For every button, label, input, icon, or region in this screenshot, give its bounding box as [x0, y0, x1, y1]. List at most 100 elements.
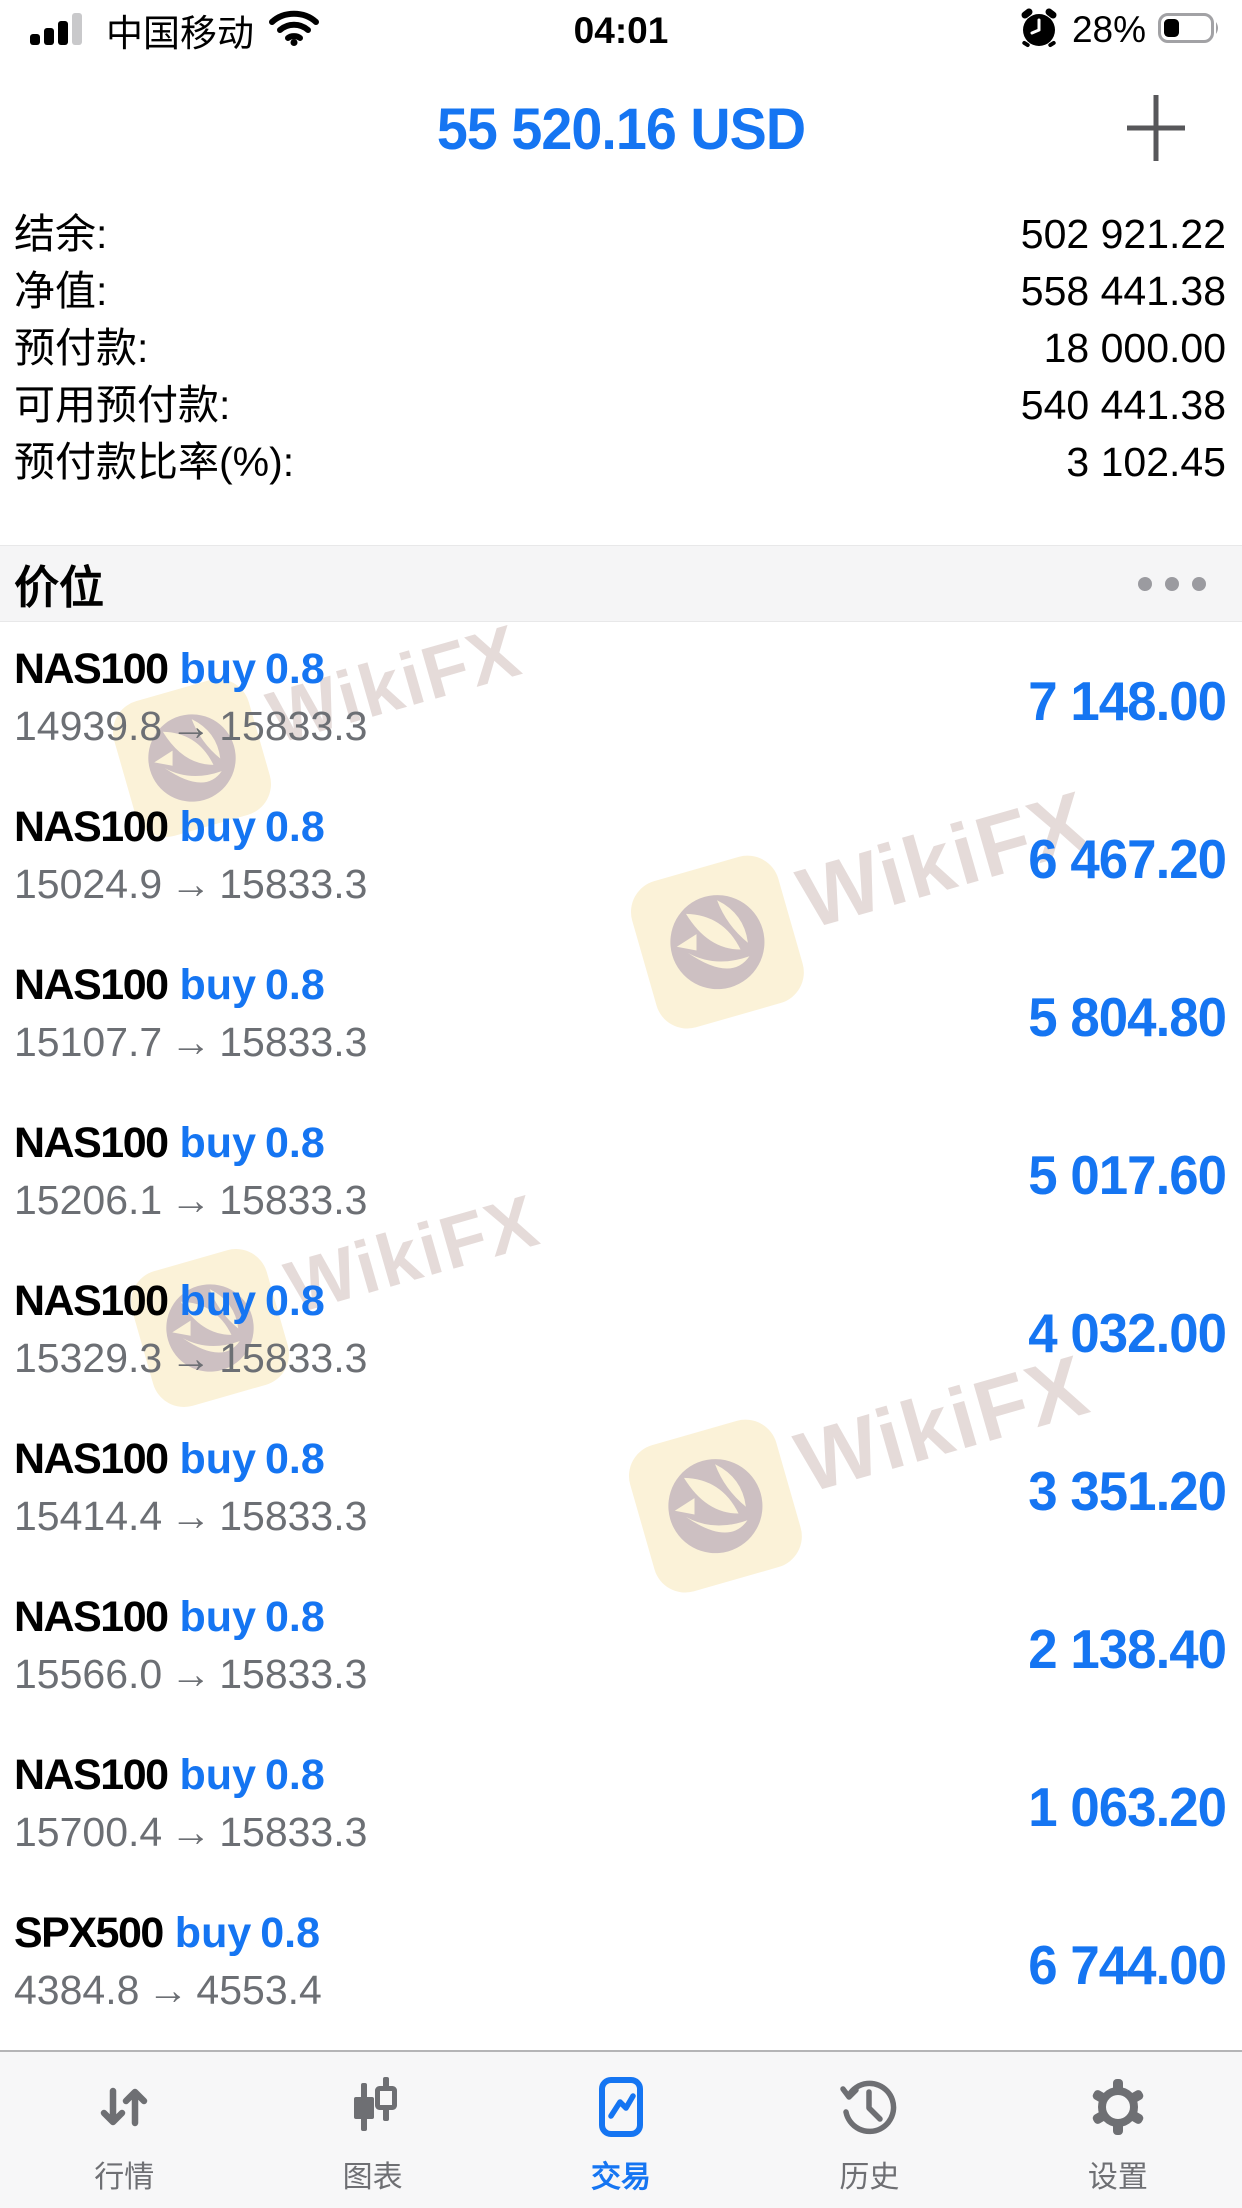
tab-label: 设置	[1087, 2161, 1148, 2194]
position-side: buy	[179, 1435, 256, 1483]
tab-label: 图表	[342, 2161, 403, 2194]
position-row[interactable]: NAS100 buy 0.8 15700.4 → 15833.3 1 063.20	[0, 1728, 1242, 1886]
position-symbol: NAS100	[14, 1751, 169, 1799]
ellipsis-icon	[1138, 576, 1152, 591]
open-price: 15329.3	[14, 1335, 163, 1381]
positions-menu-button[interactable]	[1138, 563, 1206, 605]
current-price: 15833.3	[219, 1493, 368, 1539]
right-arrow-glyph: →	[170, 703, 212, 749]
trade-chart-icon	[589, 2074, 653, 2140]
tab-trade[interactable]: 交易	[497, 2052, 745, 2208]
current-price: 4553.4	[196, 1967, 322, 2013]
open-price: 15107.7	[14, 1019, 163, 1065]
summary-label: 净值:	[14, 268, 108, 314]
summary-label: 预付款:	[14, 325, 149, 371]
position-volume: 0.8	[264, 645, 325, 693]
position-row[interactable]: NAS100 buy 0.8 15107.7 → 15833.3 5 804.80	[0, 938, 1242, 1096]
summary-label: 可用预付款:	[14, 382, 231, 428]
position-symbol: NAS100	[14, 1119, 169, 1167]
position-profit: 5 804.80	[1028, 986, 1227, 1048]
battery-percent-label: 28%	[1071, 9, 1146, 50]
status-bar: 中国移动 04:01 28%	[0, 0, 1242, 60]
position-row[interactable]: NAS100 buy 0.8 14939.8 → 15833.3 7 148.00	[0, 622, 1242, 780]
summary-value: 558 441.38	[1020, 268, 1226, 314]
position-symbol: SPX500	[14, 1909, 164, 1957]
position-volume: 0.8	[264, 803, 325, 851]
clock-time: 04:01	[573, 10, 669, 51]
open-price: 4384.8	[14, 1967, 140, 2013]
summary-value: 18 000.00	[1043, 325, 1226, 371]
ellipsis-icon	[1165, 576, 1179, 591]
position-side: buy	[174, 1909, 252, 1957]
position-side: buy	[179, 1277, 256, 1325]
current-price: 15833.3	[219, 1335, 368, 1381]
positions-section-bar: 价位	[0, 545, 1242, 622]
summary-row-balance: 结余: 502 921.22	[14, 206, 1226, 263]
tab-quotes[interactable]: 行情	[0, 2052, 248, 2208]
candlestick-chart-icon	[341, 2074, 405, 2140]
right-arrow-glyph: →	[170, 1651, 212, 1697]
position-profit: 6 467.20	[1028, 828, 1227, 890]
summary-value: 540 441.38	[1020, 382, 1226, 428]
position-volume: 0.8	[264, 1593, 325, 1641]
position-profit: 6 744.00	[1028, 1934, 1227, 1996]
right-arrow-glyph: →	[170, 1019, 212, 1065]
position-symbol: NAS100	[14, 1593, 169, 1641]
position-symbol: NAS100	[14, 961, 169, 1009]
position-volume: 0.8	[264, 1119, 325, 1167]
open-price: 15700.4	[14, 1809, 163, 1855]
open-price: 15206.1	[14, 1177, 163, 1223]
account-balance-title: 55 520.16 USD	[436, 97, 806, 162]
tab-history[interactable]: 历史	[745, 2052, 993, 2208]
position-side: buy	[179, 961, 256, 1009]
summary-value: 502 921.22	[1020, 211, 1226, 257]
position-row[interactable]: NAS100 buy 0.8 15566.0 → 15833.3 2 138.40	[0, 1570, 1242, 1728]
tab-label: 交易	[591, 2161, 652, 2194]
right-arrow-glyph: →	[170, 1177, 212, 1223]
position-row[interactable]: NAS100 buy 0.8 15329.3 → 15833.3 4 032.00	[0, 1254, 1242, 1412]
position-volume: 0.8	[260, 1909, 321, 1957]
account-summary: 结余: 502 921.22 净值: 558 441.38 预付款: 18 00…	[14, 206, 1226, 491]
ellipsis-icon	[1192, 576, 1206, 591]
position-side: buy	[179, 803, 256, 851]
position-profit: 7 148.00	[1028, 670, 1227, 732]
summary-value: 3 102.45	[1066, 439, 1226, 485]
position-row[interactable]: SPX500 buy 0.8 4384.8 → 4553.4 6 744.00	[0, 1886, 1242, 2044]
right-arrow-glyph: →	[170, 861, 212, 907]
position-side: buy	[179, 1593, 256, 1641]
positions-list: NAS100 buy 0.8 14939.8 → 15833.3 7 148.00 NA…	[0, 622, 1242, 2044]
current-price: 15833.3	[219, 703, 368, 749]
tab-settings[interactable]: 设置	[994, 2052, 1242, 2208]
position-row[interactable]: NAS100 buy 0.8 15024.9 → 15833.3 6 467.20	[0, 780, 1242, 938]
summary-row-margin: 预付款: 18 000.00	[14, 320, 1226, 377]
summary-row-free-margin: 可用预付款: 540 441.38	[14, 377, 1226, 434]
summary-label: 预付款比率(%):	[14, 439, 295, 485]
right-arrow-glyph: →	[147, 1967, 189, 2013]
position-volume: 0.8	[264, 1751, 325, 1799]
current-price: 15833.3	[219, 861, 368, 907]
position-profit: 3 351.20	[1028, 1460, 1227, 1522]
position-row[interactable]: NAS100 buy 0.8 15206.1 → 15833.3 5 017.60	[0, 1096, 1242, 1254]
position-symbol: NAS100	[14, 1277, 169, 1325]
tab-label: 行情	[94, 2161, 155, 2194]
position-profit: 2 138.40	[1028, 1618, 1227, 1680]
tab-charts[interactable]: 图表	[248, 2052, 496, 2208]
open-price: 15414.4	[14, 1493, 163, 1539]
position-profit: 5 017.60	[1028, 1144, 1227, 1206]
position-symbol: NAS100	[14, 1435, 169, 1483]
gear-icon	[1086, 2074, 1150, 2140]
position-symbol: NAS100	[14, 645, 169, 693]
plus-icon	[1123, 89, 1189, 172]
alarm-clock-icon	[1018, 7, 1060, 54]
battery-icon	[1158, 12, 1220, 48]
add-account-button[interactable]	[1120, 88, 1192, 172]
position-profit: 1 063.20	[1028, 1776, 1227, 1838]
position-row[interactable]: NAS100 buy 0.8 15414.4 → 15833.3 3 351.20	[0, 1412, 1242, 1570]
position-side: buy	[179, 645, 256, 693]
right-arrow-glyph: →	[170, 1335, 212, 1381]
right-arrow-glyph: →	[170, 1493, 212, 1539]
position-volume: 0.8	[264, 1277, 325, 1325]
open-price: 15024.9	[14, 861, 163, 907]
tab-label: 历史	[839, 2161, 900, 2194]
summary-row-margin-level: 预付款比率(%): 3 102.45	[14, 434, 1226, 491]
